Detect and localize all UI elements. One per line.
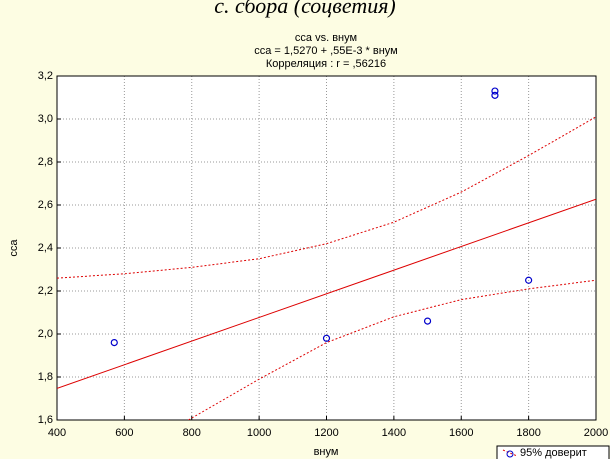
point [491, 91, 499, 99]
y-axis-label: сса [8, 239, 20, 257]
regression-line [57, 198, 596, 389]
plot-frame [56, 75, 597, 421]
legend-label: 95% доверит [520, 447, 587, 459]
x-tick-label: 1000 [247, 427, 271, 439]
x-tick-label: 600 [115, 427, 133, 439]
y-tick-label: 2,0 [38, 328, 53, 340]
caption: с. сбора (соцветия) [214, 0, 396, 18]
y-tick-label: 1,8 [38, 371, 53, 383]
x-tick-label: 400 [48, 427, 66, 439]
y-tick-label: 3,2 [38, 70, 53, 82]
y-tick-label: 1,6 [38, 414, 53, 426]
y-tick-label: 2,4 [38, 242, 53, 254]
x-tick-label: 800 [183, 427, 201, 439]
legend-box [496, 445, 610, 459]
legend-line [502, 449, 518, 457]
x-tick-label: 1200 [314, 427, 338, 439]
subtitle: сса = 1,5270 + ,55E-3 * внум [254, 45, 398, 57]
x-tick-label: 1600 [449, 427, 473, 439]
y-tick-label: 2,8 [38, 156, 53, 168]
legend-marker [506, 450, 514, 458]
y-tick-label: 2,2 [38, 285, 53, 297]
point [525, 276, 533, 284]
x-tick-label: 1400 [382, 427, 406, 439]
y-tick-label: 2,6 [38, 199, 53, 211]
y-tick-label: 3,0 [38, 113, 53, 125]
x-axis-label: внум [314, 446, 339, 458]
point [491, 87, 499, 95]
annotation: Корреляция : r = ,56216 [266, 58, 386, 70]
point [110, 339, 118, 347]
x-tick-label: 1800 [516, 427, 540, 439]
chart-title: сса vs. внум [295, 32, 357, 44]
point [423, 317, 432, 325]
x-tick-label: 2000 [584, 427, 608, 439]
point [322, 334, 331, 342]
confidence-band-upper [57, 116, 596, 279]
confidence-band-lower [188, 279, 596, 420]
